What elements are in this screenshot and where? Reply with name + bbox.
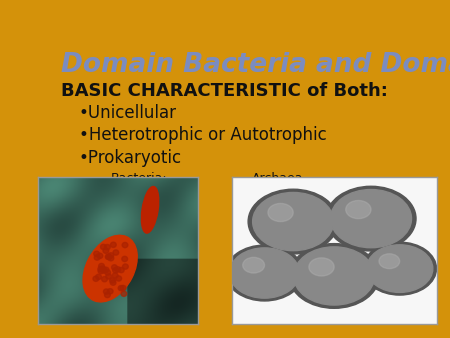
Circle shape bbox=[230, 248, 300, 298]
Circle shape bbox=[225, 245, 303, 301]
Circle shape bbox=[112, 273, 118, 278]
Circle shape bbox=[363, 242, 436, 295]
Circle shape bbox=[94, 251, 99, 257]
Circle shape bbox=[102, 276, 108, 282]
Circle shape bbox=[120, 285, 126, 291]
Text: BASIC CHARACTERISTIC of Both:: BASIC CHARACTERISTIC of Both: bbox=[62, 82, 388, 100]
Circle shape bbox=[113, 250, 119, 255]
Text: Archaea: Archaea bbox=[252, 172, 303, 185]
Circle shape bbox=[309, 258, 334, 276]
Circle shape bbox=[100, 266, 106, 271]
Circle shape bbox=[104, 289, 109, 294]
Circle shape bbox=[118, 286, 124, 291]
Circle shape bbox=[96, 274, 101, 280]
Circle shape bbox=[104, 292, 110, 298]
Circle shape bbox=[98, 266, 104, 272]
Text: Bacteria:: Bacteria: bbox=[110, 172, 167, 185]
Circle shape bbox=[93, 276, 99, 281]
Circle shape bbox=[115, 267, 121, 272]
Text: •Prokaryotic: •Prokaryotic bbox=[79, 149, 182, 167]
Circle shape bbox=[118, 267, 124, 273]
Circle shape bbox=[107, 289, 113, 294]
Circle shape bbox=[366, 245, 433, 292]
Circle shape bbox=[108, 256, 114, 261]
Circle shape bbox=[108, 253, 114, 258]
Circle shape bbox=[99, 263, 104, 269]
Circle shape bbox=[121, 291, 127, 296]
Circle shape bbox=[252, 192, 334, 251]
Circle shape bbox=[330, 190, 411, 248]
Circle shape bbox=[104, 244, 110, 250]
Circle shape bbox=[105, 270, 111, 275]
Circle shape bbox=[97, 253, 103, 259]
Circle shape bbox=[110, 280, 116, 285]
Circle shape bbox=[110, 278, 115, 283]
Circle shape bbox=[268, 203, 293, 222]
Circle shape bbox=[346, 200, 371, 219]
Text: •Unicellular: •Unicellular bbox=[79, 104, 177, 122]
Circle shape bbox=[293, 247, 375, 305]
Text: Domain Bacteria and Domain: Domain Bacteria and Domain bbox=[62, 52, 450, 78]
Ellipse shape bbox=[83, 235, 137, 302]
Circle shape bbox=[243, 257, 265, 273]
Circle shape bbox=[100, 244, 106, 249]
Circle shape bbox=[289, 244, 379, 308]
Circle shape bbox=[101, 268, 107, 273]
Circle shape bbox=[98, 268, 104, 274]
Circle shape bbox=[248, 189, 338, 254]
Ellipse shape bbox=[141, 187, 159, 233]
Text: •Heterotrophic or Autotrophic: •Heterotrophic or Autotrophic bbox=[79, 126, 327, 144]
Circle shape bbox=[122, 256, 127, 262]
Circle shape bbox=[379, 254, 400, 269]
Circle shape bbox=[105, 254, 111, 260]
Circle shape bbox=[103, 267, 109, 272]
Circle shape bbox=[110, 242, 116, 247]
Circle shape bbox=[112, 265, 117, 270]
Circle shape bbox=[116, 276, 122, 281]
Circle shape bbox=[326, 186, 416, 251]
Circle shape bbox=[106, 274, 112, 279]
Circle shape bbox=[106, 255, 112, 260]
Circle shape bbox=[112, 268, 118, 273]
Circle shape bbox=[122, 242, 128, 248]
Circle shape bbox=[103, 248, 109, 254]
Circle shape bbox=[122, 264, 128, 269]
Circle shape bbox=[94, 255, 100, 260]
